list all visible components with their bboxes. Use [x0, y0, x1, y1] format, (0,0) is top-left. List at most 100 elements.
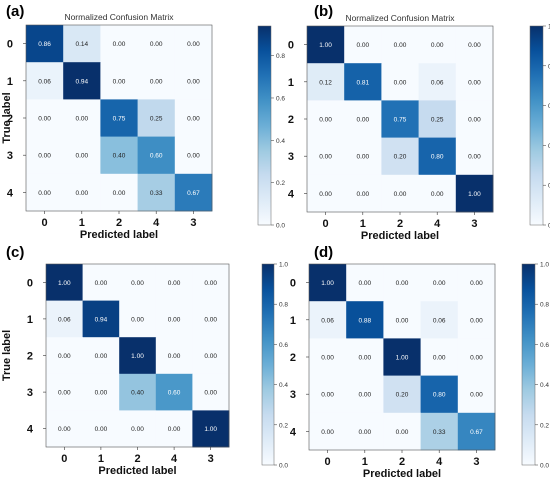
cell-value: 0.00 — [113, 41, 126, 48]
cell-value: 1.00 — [321, 280, 334, 287]
colorbar-tick-label: 0.4 — [279, 382, 288, 389]
heatmap-cell — [381, 63, 419, 101]
x-tick-label: 3 — [190, 217, 196, 229]
cell-value: 0.00 — [321, 429, 334, 436]
heatmap-cell — [455, 63, 494, 101]
heatmap-cell — [455, 100, 494, 138]
heatmap-cell — [100, 62, 138, 100]
x-tick-label: 3 — [473, 456, 479, 468]
cell-value: 0.00 — [394, 42, 407, 49]
cell-value: 0.80 — [433, 392, 446, 399]
heatmap-cell — [346, 301, 384, 339]
heatmap-cell — [137, 136, 176, 175]
heatmap-cell — [46, 410, 83, 448]
heatmap-cell — [137, 173, 176, 212]
panel-label: (d) — [314, 244, 333, 261]
cell-value: 0.00 — [394, 191, 407, 198]
heatmap-cell — [174, 99, 213, 137]
y-axis-label: True label — [1, 92, 13, 143]
heatmap-cell — [418, 174, 457, 213]
heatmap-cell — [420, 412, 459, 451]
heatmap-cell — [381, 174, 419, 213]
heatmap-cell — [82, 300, 120, 338]
heatmap-cell — [26, 62, 64, 100]
cell-value: 0.25 — [150, 116, 163, 123]
heatmap-cell — [82, 410, 120, 448]
cell-value: 0.00 — [75, 116, 88, 123]
cell-value: 0.00 — [131, 316, 144, 323]
colorbar-tick-label: 0.8 — [276, 53, 285, 60]
colorbar-tick-label: 0.2 — [276, 180, 285, 187]
heatmap-cell — [309, 264, 347, 302]
heatmap-cell — [381, 137, 419, 176]
heatmap-cell — [46, 300, 83, 338]
cell-value: 0.00 — [58, 426, 71, 433]
heatmap-cell — [63, 136, 101, 175]
cell-value: 0.14 — [75, 41, 88, 48]
cell-value: 0.00 — [113, 190, 126, 197]
heatmap-cell — [119, 373, 157, 411]
heatmap-cell — [344, 174, 382, 213]
cell-value: 0.00 — [150, 41, 163, 48]
cell-value: 0.00 — [131, 280, 144, 287]
panel-label: (a) — [6, 3, 24, 20]
x-axis-label: Predicted label — [361, 230, 439, 242]
heatmap-cell — [155, 337, 193, 375]
heatmap-cell — [192, 373, 230, 411]
panel-label: (c) — [6, 244, 24, 261]
cell-value: 0.00 — [358, 280, 371, 287]
colorbar-tick-label: 0.6 — [279, 342, 288, 349]
cell-value: 0.00 — [431, 191, 444, 198]
cell-value: 0.12 — [319, 79, 332, 86]
heatmap-cell — [82, 337, 120, 375]
y-tick-label: 0 — [7, 39, 13, 51]
cell-value: 0.00 — [204, 280, 217, 287]
heatmap-cell — [344, 63, 382, 101]
heatmap-cell — [63, 62, 101, 100]
colorbar-tick-label: 0.0 — [276, 223, 285, 230]
x-tick-label: 0 — [325, 456, 331, 468]
cell-value: 0.00 — [470, 355, 483, 362]
cell-value: 0.20 — [394, 154, 407, 161]
cell-value: 0.00 — [356, 154, 369, 161]
cell-value: 0.86 — [38, 41, 51, 48]
cell-value: 0.94 — [75, 78, 88, 85]
heatmap-cell — [346, 375, 384, 414]
cell-value: 0.40 — [113, 153, 126, 160]
cell-value: 0.67 — [470, 429, 483, 436]
colorbar-tick-label: 0.2 — [279, 422, 288, 429]
cell-value: 0.88 — [358, 317, 371, 324]
cell-value: 1.00 — [468, 191, 481, 198]
y-tick-label: 2 — [290, 352, 296, 364]
cell-value: 0.40 — [131, 390, 144, 397]
heatmap-cell — [26, 99, 64, 137]
cell-value: 0.00 — [319, 154, 332, 161]
heatmap-cell — [457, 375, 496, 414]
x-tick-label: 0 — [323, 218, 329, 230]
x-tick-label: 3 — [471, 218, 477, 230]
y-tick-label: 2 — [7, 113, 13, 125]
cell-value: 0.00 — [468, 154, 481, 161]
cell-value: 0.00 — [168, 426, 181, 433]
colorbar-tick-label: 0.8 — [548, 63, 550, 70]
x-tick-label: 3 — [208, 453, 214, 465]
panel-d: (d)1.00 0.00 0.00 0.00 0.000.06 0.88 0.00 0.06 0… — [290, 244, 550, 480]
heatmap-cell — [26, 173, 64, 212]
panel-c: (c)1.00 0.00 0.00 0.00 0.000.06 0.94 0.00 0.00 0… — [1, 244, 288, 477]
heatmap-cell — [100, 173, 138, 212]
heatmap-cell — [418, 137, 457, 176]
heatmap-cell — [346, 412, 384, 451]
heatmap-cell — [155, 410, 193, 448]
heatmap-cell — [192, 300, 230, 338]
heatmap-cell — [307, 63, 345, 101]
cell-value: 0.60 — [168, 390, 181, 397]
cell-value: 0.00 — [394, 79, 407, 86]
y-tick-label: 0 — [288, 40, 294, 52]
heatmap-cell — [192, 337, 230, 375]
cell-value: 1.00 — [131, 353, 144, 360]
heatmap-cell — [155, 373, 193, 411]
heatmap-cell — [63, 173, 101, 212]
cell-value: 1.00 — [204, 426, 217, 433]
cell-value: 0.00 — [321, 355, 334, 362]
